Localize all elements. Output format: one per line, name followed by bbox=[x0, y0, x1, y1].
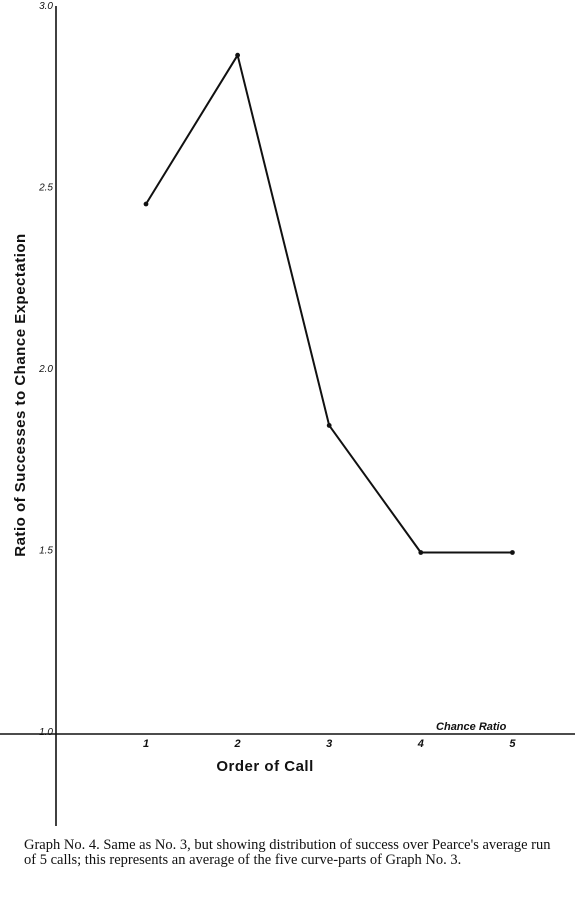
y-axis-label: Ratio of Successes to Chance Expectation bbox=[12, 233, 29, 556]
data-point bbox=[143, 201, 149, 207]
x-tick-labels: 1 2 3 4 5 bbox=[143, 738, 516, 750]
series-line bbox=[145, 54, 513, 554]
series-layer bbox=[143, 52, 515, 555]
axes bbox=[0, 6, 575, 826]
y-tick-label: 1.5 bbox=[39, 546, 53, 557]
y-tick-label: 2.5 bbox=[38, 183, 53, 194]
data-point bbox=[235, 52, 241, 58]
x-tick-label: 5 bbox=[509, 738, 516, 750]
data-point bbox=[418, 550, 424, 555]
x-tick-label: 2 bbox=[234, 738, 241, 750]
x-tick-label: 1 bbox=[143, 738, 149, 750]
x-tick-label: 3 bbox=[326, 738, 332, 750]
y-tick-label: 2.0 bbox=[38, 364, 53, 375]
y-tick-label: 1.0 bbox=[39, 727, 53, 738]
x-tick-label: 4 bbox=[417, 738, 424, 750]
data-point bbox=[510, 550, 515, 555]
figure-caption: Graph No. 4. Same as No. 3, but showing … bbox=[24, 837, 551, 868]
x-axis-label: Order of Call bbox=[216, 758, 313, 775]
data-point bbox=[326, 423, 332, 428]
y-tick-label: 3.0 bbox=[39, 1, 53, 12]
y-tick-labels: 1.0 1.5 2.0 2.5 3.0 bbox=[38, 1, 53, 738]
chance-ratio-annotation: Chance Ratio bbox=[436, 721, 507, 733]
